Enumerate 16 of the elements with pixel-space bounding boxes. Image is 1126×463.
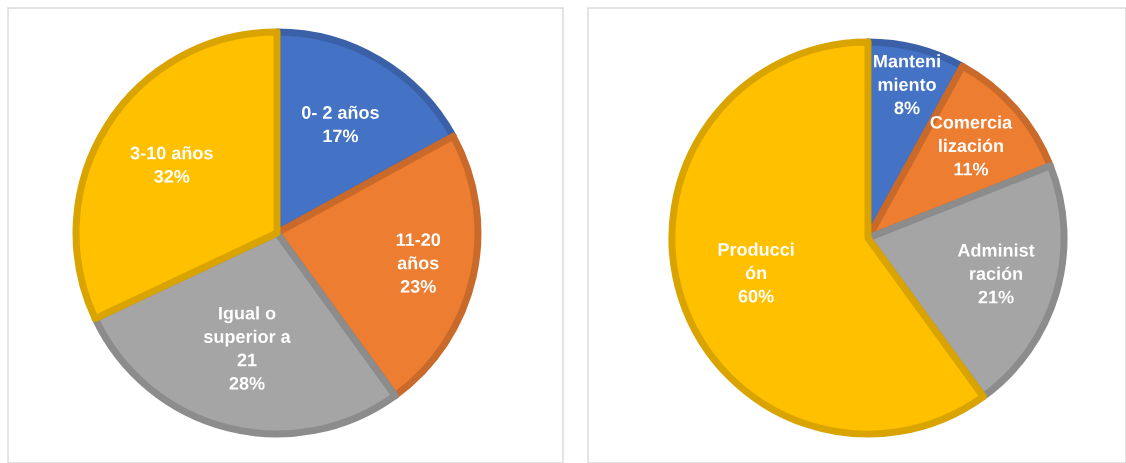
data-label: 8% [894, 101, 920, 115]
slice-label: Manteni miento [874, 54, 940, 91]
slice-label: Igual o superior a 21 [204, 306, 291, 367]
data-label: 28% [229, 376, 265, 390]
data-label: 17% [323, 129, 359, 143]
data-label: 21% [978, 290, 1014, 304]
slice-label: Comercia lización [930, 115, 1013, 153]
data-label: 11% [954, 162, 989, 176]
data-label: 60% [738, 289, 774, 303]
slice-label: Administ ración [957, 243, 1035, 281]
data-label: 23% [400, 280, 436, 293]
slice-label: Producci ón [718, 242, 794, 280]
data-label: 32% [154, 169, 190, 183]
slice-label: 3-10 años [130, 146, 213, 160]
slice-label: 11-20 años [396, 233, 441, 270]
slice-label: 0- 2 años [302, 105, 379, 119]
